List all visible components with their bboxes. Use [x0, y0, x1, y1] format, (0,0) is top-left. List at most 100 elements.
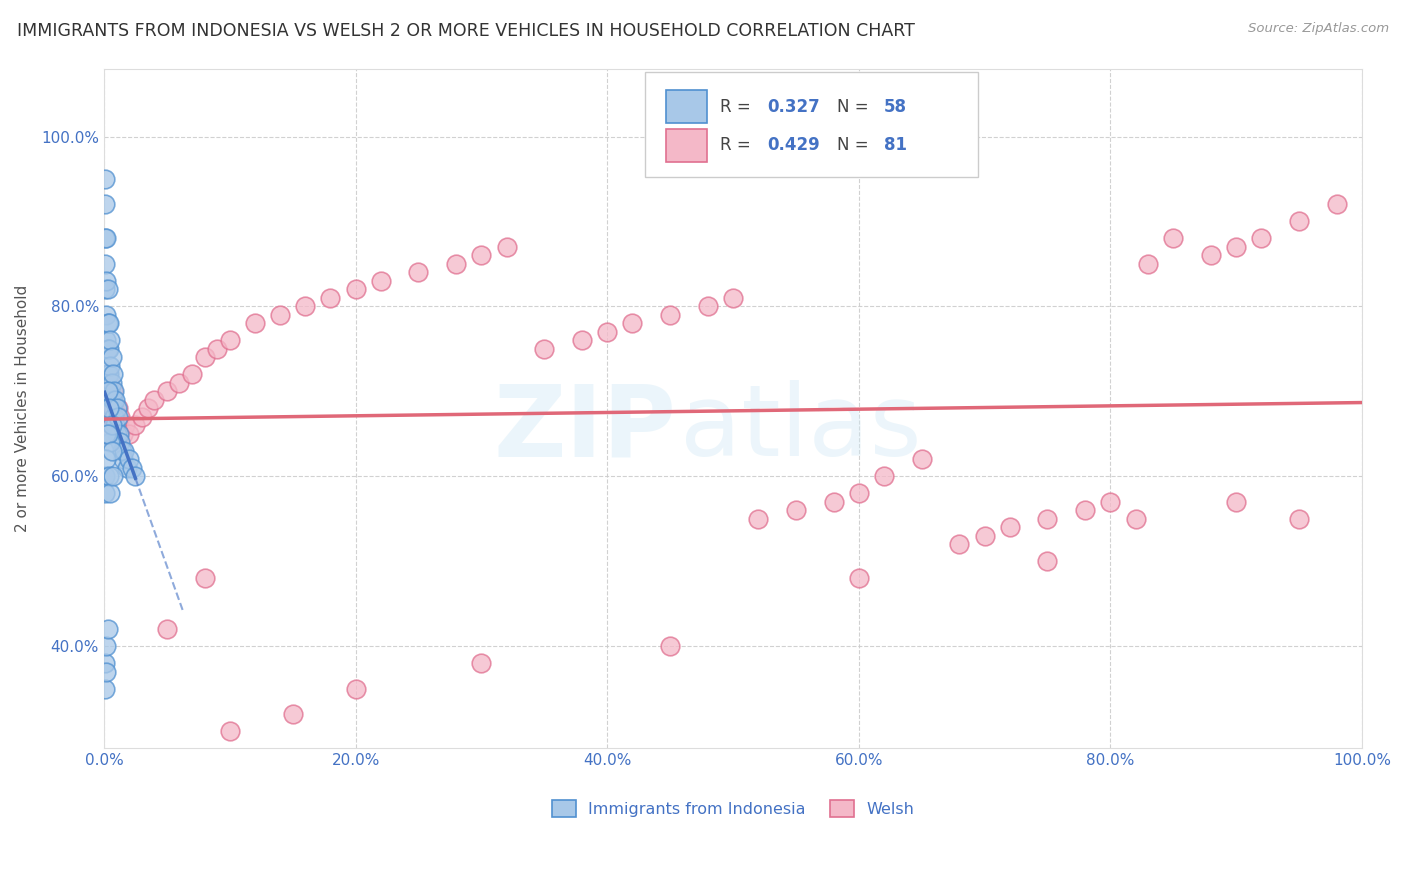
Point	[97, 317, 120, 331]
Point	[721, 291, 744, 305]
Text: 81: 81	[884, 136, 907, 154]
Text: Source: ZipAtlas.com: Source: ZipAtlas.com	[1249, 22, 1389, 36]
Point	[1074, 503, 1097, 517]
Point	[98, 409, 121, 424]
Point	[110, 435, 132, 450]
Point	[1199, 248, 1222, 262]
Point	[319, 291, 342, 305]
Point	[621, 317, 644, 331]
Point	[98, 317, 121, 331]
Point	[747, 512, 769, 526]
Point	[131, 409, 153, 424]
Point	[94, 657, 117, 671]
Point	[571, 334, 593, 348]
Point	[124, 469, 146, 483]
Point	[696, 300, 718, 314]
Point	[96, 426, 118, 441]
Point	[98, 401, 121, 416]
Point	[101, 392, 124, 407]
Point	[94, 426, 117, 441]
Point	[124, 418, 146, 433]
Point	[96, 308, 118, 322]
Point	[104, 418, 127, 433]
Point	[107, 409, 129, 424]
Point	[96, 640, 118, 654]
Point	[1125, 512, 1147, 526]
Point	[911, 452, 934, 467]
Point	[96, 452, 118, 467]
Point	[1326, 197, 1348, 211]
Point	[100, 376, 122, 390]
Point	[107, 401, 129, 416]
Point	[470, 248, 492, 262]
Point	[94, 401, 117, 416]
Point	[94, 681, 117, 696]
Bar	[666, 90, 707, 123]
Point	[114, 418, 136, 433]
Point	[848, 486, 870, 500]
Point	[156, 384, 179, 399]
Point	[181, 368, 204, 382]
Point	[97, 368, 120, 382]
Point	[1036, 554, 1059, 568]
Point	[110, 444, 132, 458]
Point	[1225, 495, 1247, 509]
Point	[103, 409, 125, 424]
Point	[659, 308, 682, 322]
Point	[98, 469, 121, 483]
Point	[94, 283, 117, 297]
Point	[93, 172, 115, 186]
Point	[104, 392, 127, 407]
Point	[1036, 512, 1059, 526]
Point	[100, 392, 122, 407]
Point	[96, 334, 118, 348]
Point	[1099, 495, 1122, 509]
Point	[194, 571, 217, 585]
Text: 58: 58	[884, 98, 907, 116]
Point	[94, 257, 117, 271]
Point	[105, 409, 128, 424]
Point	[101, 368, 124, 382]
Point	[112, 444, 135, 458]
Point	[344, 283, 367, 297]
Point	[110, 409, 132, 424]
Point	[848, 571, 870, 585]
Point	[96, 384, 118, 399]
Y-axis label: 2 or more Vehicles in Household: 2 or more Vehicles in Household	[15, 285, 30, 532]
Point	[111, 426, 134, 441]
Point	[218, 724, 240, 739]
Point	[98, 342, 121, 356]
Text: N =: N =	[838, 136, 875, 154]
Point	[1161, 231, 1184, 245]
Point	[118, 426, 141, 441]
Point	[111, 452, 134, 467]
Point	[98, 384, 121, 399]
Point	[1288, 512, 1310, 526]
Point	[98, 334, 121, 348]
Point	[108, 426, 131, 441]
Point	[873, 469, 896, 483]
Point	[408, 265, 430, 279]
Point	[118, 452, 141, 467]
Text: atlas: atlas	[681, 380, 922, 477]
Point	[98, 401, 121, 416]
Text: R =: R =	[720, 136, 756, 154]
Point	[96, 231, 118, 245]
Point	[370, 274, 392, 288]
Text: R =: R =	[720, 98, 756, 116]
Text: 0.327: 0.327	[766, 98, 820, 116]
Bar	[666, 129, 707, 161]
Point	[100, 351, 122, 365]
Point	[100, 401, 122, 416]
Point	[156, 623, 179, 637]
Point	[98, 384, 121, 399]
Point	[97, 623, 120, 637]
Text: ZIP: ZIP	[494, 380, 676, 477]
Point	[596, 325, 619, 339]
Point	[495, 240, 517, 254]
Point	[205, 342, 228, 356]
Point	[1137, 257, 1160, 271]
Point	[1288, 214, 1310, 228]
Point	[444, 257, 467, 271]
Point	[948, 537, 970, 551]
